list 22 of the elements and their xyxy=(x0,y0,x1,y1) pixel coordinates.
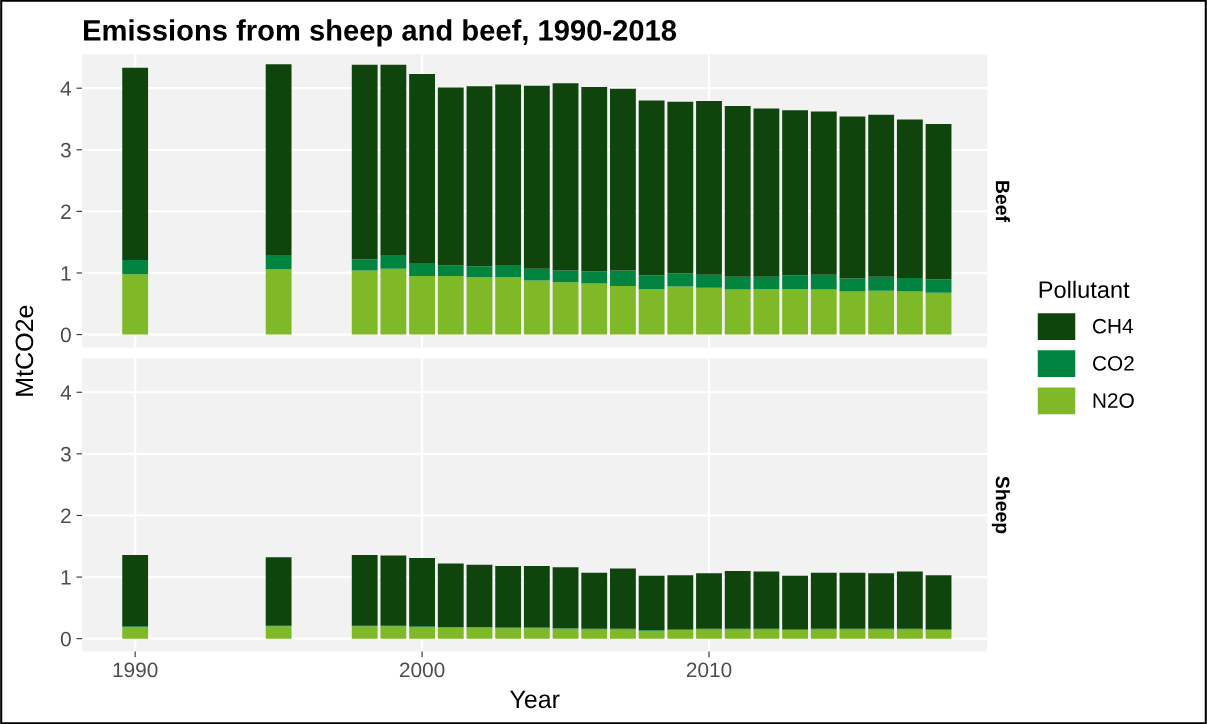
x-tick-label: 2010 xyxy=(686,662,732,678)
y-tick-label: 4 xyxy=(60,385,72,400)
y-tick-label: 0 xyxy=(60,327,71,343)
x-tick-label: 2000 xyxy=(399,662,445,678)
legend-label: N2O xyxy=(1093,393,1134,408)
x-tick-label: 1990 xyxy=(113,662,158,678)
legend-title: Pollutant xyxy=(1039,280,1130,299)
y-tick-label: 4 xyxy=(60,81,72,96)
chart-title: Emissions from sheep and beef, 1990-2018 xyxy=(84,19,677,47)
y-axis-title: MtCO2e xyxy=(15,305,34,396)
y-tick-label: 3 xyxy=(60,142,71,158)
y-tick-label: 2 xyxy=(61,508,71,524)
y-tick-label: 1 xyxy=(61,266,71,281)
y-tick-label: 2 xyxy=(61,204,71,219)
x-axis-title: Year xyxy=(509,690,560,709)
y-tick-label: 3 xyxy=(60,446,71,462)
text: Sheep xyxy=(991,476,1010,534)
y-tick-label: 0 xyxy=(60,631,71,647)
legend-label: CH4 xyxy=(1092,318,1133,334)
y-tick-label: 1 xyxy=(61,570,71,585)
legend-label: CO2 xyxy=(1092,356,1134,371)
text: Beef xyxy=(995,181,1010,223)
